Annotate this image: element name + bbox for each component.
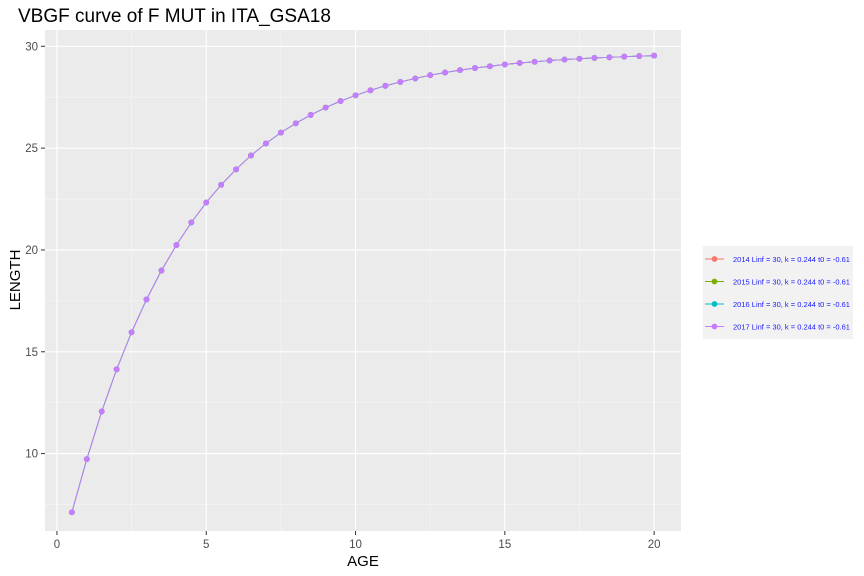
legend-label: 2015 Linf = 30, k = 0.244 t0 = -0.61 <box>733 278 850 287</box>
data-point <box>457 67 463 74</box>
data-point <box>203 199 210 206</box>
data-point <box>68 509 75 516</box>
y-tick-label: 15 <box>25 347 38 359</box>
data-point <box>412 75 419 82</box>
data-point <box>472 65 478 71</box>
data-point <box>322 104 329 111</box>
legend-key-point <box>711 256 718 262</box>
data-point <box>367 87 374 94</box>
data-point <box>292 120 299 127</box>
legend-label: 2016 Linf = 30, k = 0.244 t0 = -0.61 <box>733 300 850 309</box>
plot-panel <box>45 30 681 531</box>
legend-item-2: 2015 Linf = 30, k = 0.244 t0 = -0.61 <box>705 278 850 287</box>
data-point <box>576 55 583 62</box>
x-tick-label: 20 <box>648 539 661 551</box>
data-point <box>218 181 225 188</box>
data-point <box>158 267 165 274</box>
data-point <box>277 129 284 136</box>
data-point <box>427 72 434 79</box>
y-tick-label: 25 <box>25 143 38 155</box>
x-tick-label: 15 <box>498 539 511 551</box>
x-axis: 0 5 10 15 20 <box>54 531 661 551</box>
legend-label: 2017 Linf = 30, k = 0.244 t0 = -0.61 <box>733 323 850 332</box>
data-point <box>98 408 105 415</box>
data-point <box>233 166 240 173</box>
data-point <box>128 329 135 336</box>
major-gridlines <box>45 30 681 531</box>
data-point <box>651 52 658 59</box>
data-point <box>531 58 538 65</box>
data-point <box>307 112 314 118</box>
legend-key-point <box>711 301 718 307</box>
series-layer <box>68 52 658 516</box>
data-point <box>501 61 508 68</box>
x-axis-title: AGE <box>347 553 379 570</box>
data-point <box>188 219 195 226</box>
legend-item-4: 2017 Linf = 30, k = 0.244 t0 = -0.61 <box>705 323 850 332</box>
y-axis-title: LENGTH <box>7 250 24 311</box>
data-point <box>591 55 598 61</box>
y-tick-label: 30 <box>25 41 38 53</box>
y-axis: 10 15 20 25 30 <box>25 41 45 461</box>
y-tick-label: 10 <box>25 449 38 461</box>
legend-item-1: 2014 Linf = 30, k = 0.244 t0 = -0.61 <box>705 255 850 264</box>
data-point <box>606 54 613 61</box>
data-point <box>263 140 269 147</box>
data-point <box>397 79 404 85</box>
x-tick-label: 5 <box>203 539 209 551</box>
data-point <box>113 366 120 373</box>
data-point <box>561 56 568 63</box>
x-tick-label: 0 <box>54 539 60 551</box>
data-point <box>143 296 150 303</box>
legend-key-point <box>711 278 718 285</box>
legend-background <box>703 246 853 339</box>
minor-gridlines <box>45 30 681 531</box>
legend-key-point <box>711 323 718 330</box>
data-point <box>442 69 449 76</box>
legend: 2014 Linf = 30, k = 0.244 t0 = -0.61 2015… <box>703 246 853 339</box>
x-tick-label: 10 <box>349 539 362 551</box>
data-point <box>337 98 344 104</box>
data-point <box>382 82 389 89</box>
series-4 <box>68 52 658 516</box>
series-line <box>71 55 655 513</box>
data-point <box>516 60 523 66</box>
chart-title: VBGF curve of F MUT in ITA_GSA18 <box>18 6 331 27</box>
data-point <box>248 152 254 159</box>
data-point <box>636 53 643 59</box>
legend-item-3: 2016 Linf = 30, k = 0.244 t0 = -0.61 <box>705 300 850 309</box>
data-point <box>83 456 90 463</box>
y-tick-label: 20 <box>25 245 38 257</box>
data-point <box>546 57 553 64</box>
data-point <box>352 92 359 99</box>
data-point <box>487 63 493 70</box>
legend-label: 2014 Linf = 30, k = 0.244 t0 = -0.61 <box>733 255 850 264</box>
data-point <box>173 242 180 248</box>
data-point <box>621 53 628 60</box>
